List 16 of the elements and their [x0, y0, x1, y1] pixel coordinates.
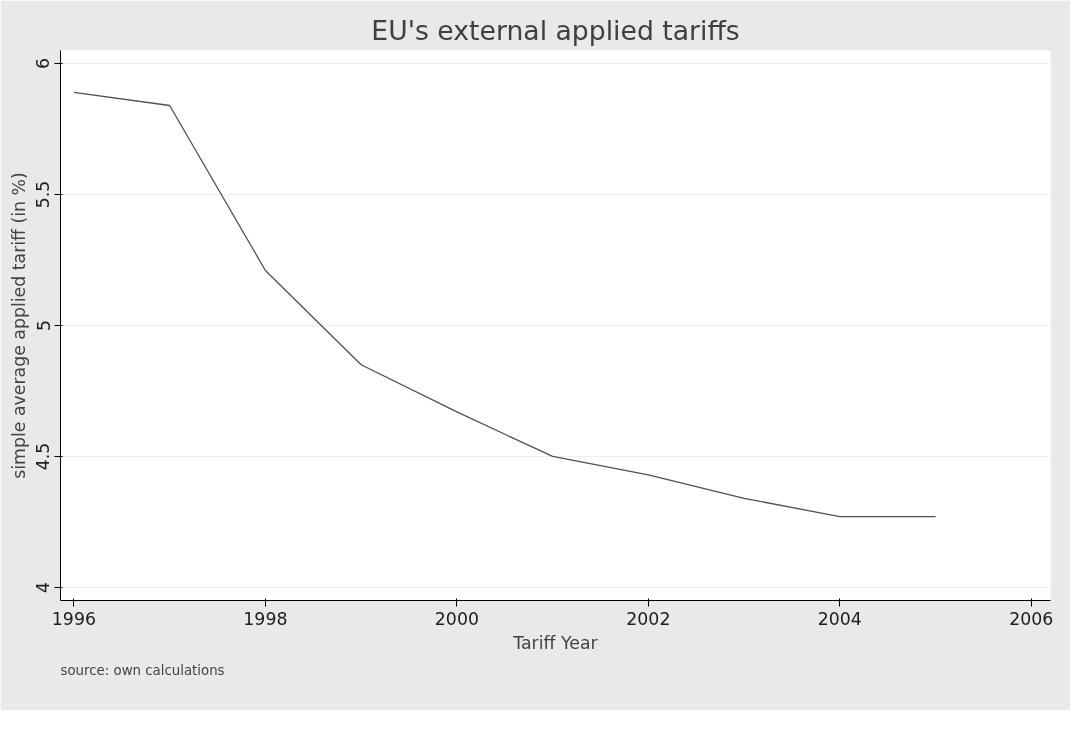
x-tick-label: 2006 — [1009, 608, 1054, 629]
x-tick-label: 1998 — [243, 608, 288, 629]
y-tick-label: 4.5 — [33, 442, 54, 471]
y-tick-label: 6 — [33, 58, 54, 70]
y-tick-label: 5.5 — [33, 180, 54, 209]
chart-title: EU's external applied tariffs — [371, 14, 740, 46]
line-series — [73, 91, 937, 518]
x-axis-title: Tariff Year — [512, 632, 599, 653]
x-tick-label: 2004 — [817, 608, 862, 629]
x-tick-label: 2002 — [626, 608, 671, 629]
y-axis-title: simple average applied tariff (in %) — [8, 172, 29, 479]
x-tick-label: 2000 — [434, 608, 479, 629]
x-tick-label: 1996 — [51, 608, 96, 629]
source-note: source: own calculations — [60, 662, 225, 678]
y-tick-label: 5 — [33, 319, 54, 332]
y-tick-label: 4 — [33, 581, 54, 593]
